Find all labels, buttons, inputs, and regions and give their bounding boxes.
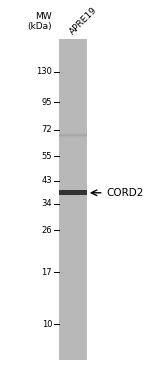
Text: 72: 72 [42, 125, 52, 134]
Bar [59, 191, 87, 192]
Text: 95: 95 [42, 98, 52, 107]
Text: 34: 34 [42, 199, 52, 208]
Bar [59, 193, 87, 194]
Bar [59, 188, 87, 190]
Bar [59, 194, 87, 195]
Text: MW
(kDa): MW (kDa) [28, 12, 52, 30]
Text: APRE19: APRE19 [68, 5, 99, 36]
Text: CORD2: CORD2 [106, 188, 144, 198]
Text: 17: 17 [42, 267, 52, 277]
Bar [59, 190, 87, 191]
Bar [59, 39, 87, 359]
Text: 26: 26 [42, 226, 52, 235]
Text: 43: 43 [42, 176, 52, 185]
Bar [59, 190, 87, 195]
Text: 10: 10 [42, 320, 52, 329]
Bar [59, 195, 87, 196]
Text: 55: 55 [42, 152, 52, 161]
Text: 130: 130 [36, 67, 52, 76]
